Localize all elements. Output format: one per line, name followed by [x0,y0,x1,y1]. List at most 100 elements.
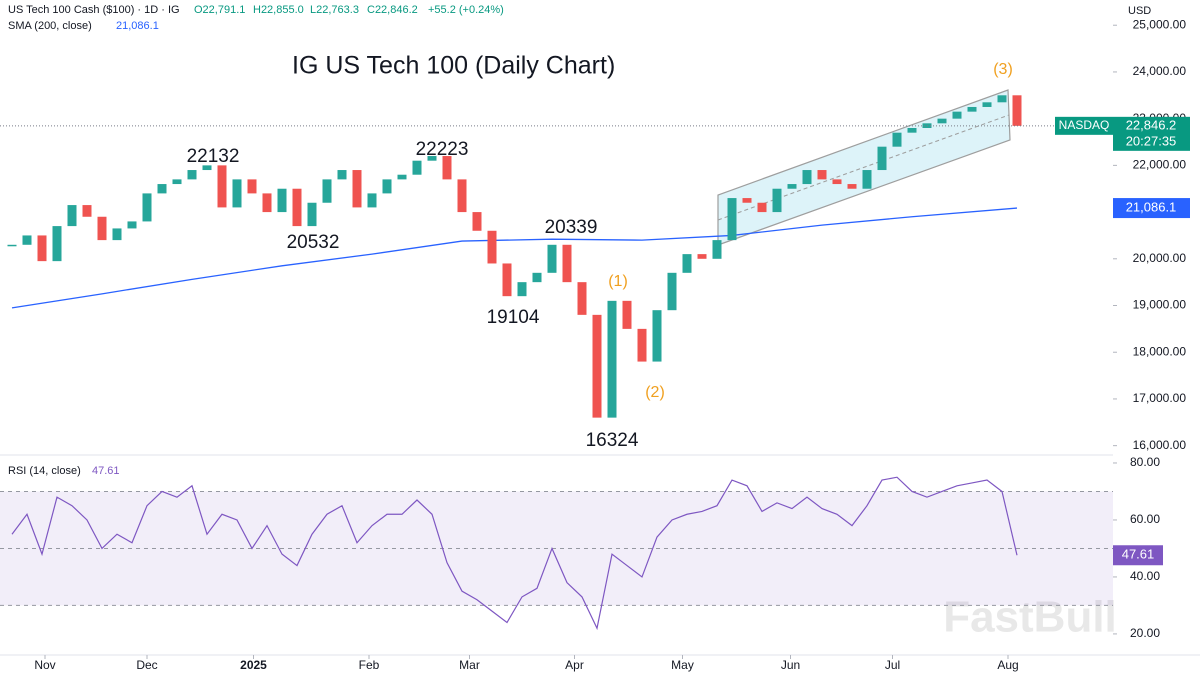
channel-midline [717,114,1010,221]
y-tick-label: 17,000.00 [1133,391,1187,405]
annotation: 22132 [187,146,240,167]
candle [292,188,302,227]
annotation: 20339 [545,217,598,238]
y-tick-label: 19,000.00 [1133,298,1187,312]
x-tick-label: Feb [359,658,380,672]
candle [337,170,347,180]
candle [67,205,77,227]
candle [967,106,977,112]
candle [127,221,137,229]
candle [997,95,1007,103]
candle [187,170,197,180]
low: L22,763.3 [310,4,359,16]
candle [382,179,392,194]
rsi-label: RSI (14, close) [8,465,81,477]
candle [847,184,857,189]
candle [982,102,992,107]
candle [607,300,617,418]
candle [412,160,422,175]
candle [517,282,527,297]
candle [727,198,737,241]
candle [622,300,632,329]
y-tick-label: 24,000.00 [1133,64,1187,78]
candle [52,226,62,262]
candle [172,179,182,185]
indicator-label: SMA (200, close) [8,20,92,32]
candle [907,127,917,133]
candle [217,165,227,208]
candle [787,184,797,189]
rsi-badge [1113,545,1163,566]
y-tick-label: 16,000.00 [1133,438,1187,452]
sma-badge-label: 21,086.1 [1126,199,1177,214]
exchange-label: NASDAQ [1059,118,1110,132]
candle [832,179,842,185]
candle [1012,95,1022,126]
annotation: 19104 [487,307,540,328]
candle [562,244,572,283]
candle [472,212,482,231]
candle [247,179,257,194]
candle [802,170,812,185]
x-tick-label: Aug [997,658,1018,672]
candle [532,272,542,283]
sma-line [11,207,1018,309]
close: C22,846.2 [367,4,418,16]
candle [937,118,947,124]
candle [307,202,317,227]
candle [322,179,332,203]
symbol: US Tech 100 Cash ($100) · 1D · IG [8,4,180,16]
candle [892,132,902,147]
annotation: (2) [645,384,665,401]
exchange-badge [1055,116,1113,135]
rsi-badge-label: 47.61 [1122,547,1155,562]
candle [772,188,782,213]
candle [232,179,242,208]
candle [112,228,122,241]
x-tick-label: Nov [34,658,55,672]
x-tick-label: Dec [136,658,157,672]
candle [82,205,92,217]
candle [712,240,722,259]
x-tick-label: 2025 [240,658,267,672]
candle [697,254,707,259]
open: O22,791.1 [194,4,245,16]
annotation: 16324 [586,430,639,451]
candle [877,146,887,171]
watermark: FastBull [943,593,1117,642]
chart-title: IG US Tech 100 (Daily Chart) [292,52,615,80]
candle [952,111,962,119]
candle [682,254,692,273]
annotation: (3) [993,61,1013,78]
candle [22,235,32,245]
y-tick-label: 40.00 [1130,569,1160,583]
y-tick-label: 80.00 [1130,455,1160,469]
candle [157,184,167,194]
candle [397,174,407,180]
price-label: 22,846.2 [1126,117,1177,132]
candle [457,179,467,213]
candle [277,188,287,213]
rsi-line [11,476,1018,631]
candle [367,193,377,208]
rsi-value: 47.61 [92,465,120,477]
candle [637,328,647,362]
candle [202,165,212,171]
candle [142,193,152,222]
candle [502,263,512,297]
x-tick-label: May [671,658,694,672]
countdown-label: 20:27:35 [1126,133,1177,148]
x-tick-label: Mar [459,658,480,672]
candle [742,198,752,203]
candle [37,235,47,262]
candle [547,244,557,273]
candle [487,230,497,264]
candle [7,244,17,247]
candle [97,216,107,241]
annotation: 20532 [287,232,340,253]
candle [442,156,452,180]
sma-badge [1113,198,1190,219]
change: +55.2 (+0.24%) [428,4,504,16]
price-badge [1113,116,1190,151]
